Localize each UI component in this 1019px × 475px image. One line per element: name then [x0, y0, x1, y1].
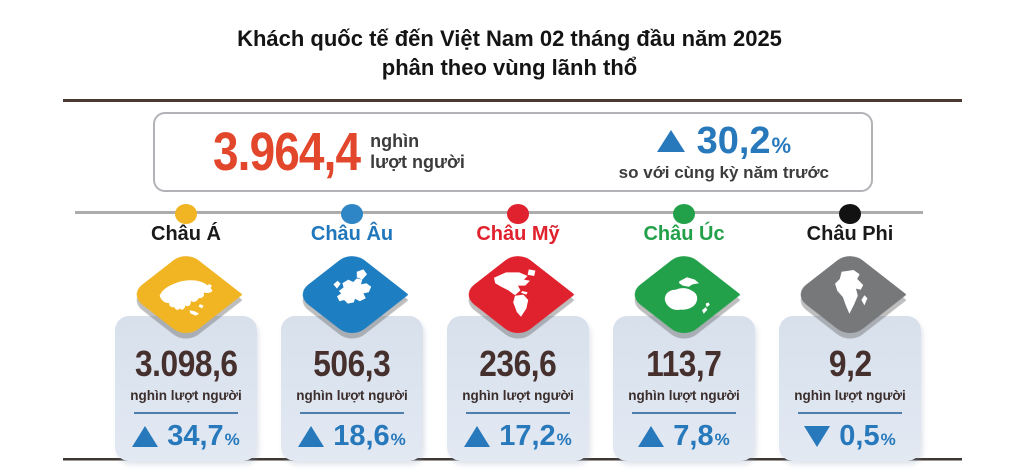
up-triangle-icon [656, 129, 685, 152]
region-name: Châu Á [151, 223, 221, 245]
region-diamond [621, 250, 747, 344]
europe-continent-icon [333, 269, 372, 304]
region-value: 113,7 [646, 343, 722, 384]
summary-total-value: 3.964,4 [213, 122, 361, 182]
card-divider [300, 412, 404, 414]
card-divider [466, 412, 570, 414]
region-card: 113,7 nghìn lượt người 7,8 % [613, 316, 755, 461]
regions-row: Châu Á 3.098,6 nghìn lượt người 34,7 % [103, 222, 933, 461]
summary-change-block: 30,2 % so với cùng kỳ năm trước [619, 122, 829, 183]
timeline-line [75, 211, 923, 214]
percent-sign: % [556, 430, 572, 449]
card-divider [798, 412, 902, 414]
region-unit: nghìn lượt người [462, 388, 574, 403]
region-value: 3.098,6 [134, 343, 238, 384]
timeline-dot [341, 204, 363, 224]
region-unit: nghìn lượt người [296, 388, 408, 403]
region-change-row: 18,6 % [281, 422, 423, 461]
timeline-dot [839, 204, 861, 224]
region-column-oceania: Châu Úc 113,7 nghìn lượt người 7,8 % [601, 222, 767, 461]
region-name: Châu Âu [310, 223, 394, 245]
region-unit: nghìn lượt người [130, 388, 242, 403]
region-diamond [787, 250, 913, 344]
region-change-row: 0,5 % [779, 422, 921, 461]
africa-continent-icon [835, 270, 868, 314]
up-triangle-icon [298, 426, 325, 447]
region-name: Châu Phi [806, 223, 894, 245]
percent-sign: % [224, 430, 240, 449]
region-diamond [123, 250, 249, 344]
region-change-value: 17,2 [499, 420, 556, 452]
timeline-dot [507, 204, 529, 224]
up-triangle-icon [464, 426, 491, 447]
region-change-value: 34,7 [167, 420, 224, 452]
percent-sign: % [390, 430, 406, 449]
up-triangle-icon [638, 426, 665, 447]
region-unit: nghìn lượt người [794, 388, 906, 403]
region-name: Châu Úc [643, 223, 725, 245]
region-value: 506,3 [313, 343, 391, 384]
region-diamond [455, 250, 581, 344]
asia-continent-icon [159, 280, 213, 316]
summary-unit: nghìn lượt người [370, 131, 465, 173]
region-card: 3.098,6 nghìn lượt người 34,7 % [115, 316, 257, 461]
summary-unit-line-2: lượt người [370, 152, 465, 172]
region-column-americas: Châu Mỹ 236,6 nghìn lượt người 17,2 % [435, 222, 601, 461]
summary-compare-label: so với cùng kỳ năm trước [618, 162, 829, 182]
region-change-row: 34,7 % [115, 422, 257, 461]
percent-sign: % [880, 430, 896, 449]
region-unit: nghìn lượt người [628, 388, 740, 403]
title-line-1: Khách quốc tế đến Việt Nam 02 tháng đầu … [237, 26, 782, 51]
region-change-value: 7,8 [673, 420, 714, 452]
percent-sign: % [771, 132, 792, 158]
top-divider-rule [63, 99, 962, 102]
region-change-row: 17,2 % [447, 422, 589, 461]
oceania-continent-icon [664, 277, 710, 314]
americas-continent-icon [494, 269, 536, 317]
region-change-row: 7,8 % [613, 422, 755, 461]
region-value: 9,2 [828, 343, 872, 384]
region-card: 236,6 nghìn lượt người 17,2 % [447, 316, 589, 461]
up-triangle-icon [132, 426, 159, 447]
region-column-europe: Châu Âu 506,3 nghìn lượt người 18,6 % [269, 222, 435, 461]
timeline-dot [175, 204, 197, 224]
region-card: 506,3 nghìn lượt người 18,6 % [281, 316, 423, 461]
title-line-2: phân theo vùng lãnh thổ [381, 55, 638, 80]
summary-change-value: 30,2 [696, 119, 771, 162]
region-change-value: 18,6 [333, 420, 390, 452]
percent-sign: % [714, 430, 730, 449]
region-diamond [289, 250, 415, 344]
region-column-asia: Châu Á 3.098,6 nghìn lượt người 34,7 % [103, 222, 269, 461]
region-card: 9,2 nghìn lượt người 0,5 % [779, 316, 921, 461]
summary-box: 3.964,4 nghìn lượt người 30,2 % so với c… [153, 112, 873, 192]
card-divider [632, 412, 736, 414]
down-triangle-icon [804, 426, 831, 447]
timeline-dot [673, 204, 695, 224]
region-name: Châu Mỹ [476, 223, 560, 245]
region-value: 236,6 [479, 343, 557, 384]
card-divider [134, 412, 238, 414]
region-change-value: 0,5 [839, 420, 880, 452]
page-title: Khách quốc tế đến Việt Nam 02 tháng đầu … [0, 24, 1019, 82]
region-column-africa: Châu Phi 9,2 nghìn lượt người 0,5 % [767, 222, 933, 461]
summary-unit-line-1: nghìn [370, 131, 420, 151]
summary-change-row: 30,2 % [619, 122, 829, 160]
